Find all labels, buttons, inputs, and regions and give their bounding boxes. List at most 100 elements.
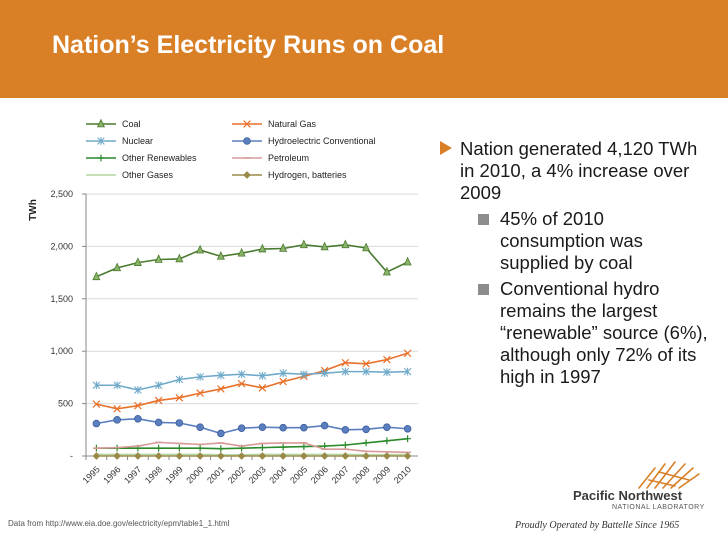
data-point — [196, 452, 204, 460]
x-tick-label: 2006 — [309, 464, 330, 485]
data-point — [237, 370, 246, 379]
series-line — [96, 244, 408, 278]
data-point — [113, 416, 121, 424]
pnnl-logo-icon — [638, 461, 700, 489]
series-line — [96, 352, 408, 410]
data-point — [383, 423, 391, 431]
series-line — [96, 417, 408, 435]
data-point — [383, 355, 391, 364]
legend-label: Other Renewables — [122, 153, 197, 163]
data-point — [320, 421, 329, 430]
data-point — [237, 379, 246, 388]
title-bar: Nation’s Electricity Runs on Coal — [0, 0, 728, 98]
bullet-list: Nation generated 4,120 TWh in 2010, a 4%… — [440, 138, 710, 388]
data-point — [217, 371, 225, 380]
y-tick-label: - — [70, 451, 73, 461]
data-point — [92, 400, 101, 408]
y-tick-label: 500 — [58, 399, 73, 409]
data-point — [403, 424, 412, 433]
data-point — [299, 239, 308, 249]
data-point — [383, 452, 391, 460]
bullet-sub-1: 45% of 2010 consumption was supplied by … — [440, 208, 710, 274]
data-point — [300, 423, 308, 432]
data-point — [258, 371, 267, 380]
data-point — [217, 385, 225, 393]
data-point — [341, 358, 350, 367]
data-point — [403, 367, 412, 376]
data-point — [321, 442, 329, 450]
data-point — [362, 425, 370, 434]
x-tick-label: 1995 — [81, 464, 102, 485]
data-point — [154, 418, 163, 427]
data-point — [403, 349, 412, 358]
series-line — [96, 370, 408, 391]
data-point — [403, 452, 412, 460]
logo-lab: NATIONAL LABORATORY — [612, 504, 705, 511]
bullet-sub-2: Conventional hydro remains the largest “… — [440, 278, 710, 388]
legend-label: Petroleum — [268, 153, 309, 163]
data-point — [92, 271, 101, 281]
data-point — [341, 425, 350, 434]
data-point — [237, 247, 246, 257]
bullet-main: Nation generated 4,120 TWh in 2010, a 4%… — [440, 138, 710, 204]
y-tick-label: 1,500 — [50, 294, 73, 304]
data-point — [175, 375, 184, 384]
pnnl-logo: Pacific Northwest NATIONAL LABORATORY Pr… — [515, 458, 720, 538]
y-axis-label: TWh — [28, 199, 39, 221]
x-tick-label: 2007 — [330, 464, 351, 485]
data-point — [154, 381, 163, 390]
y-tick-label: 2,000 — [50, 241, 73, 251]
data-point — [134, 386, 142, 394]
legend-label: Hydroelectric Conventional — [268, 136, 376, 146]
data-point — [300, 452, 308, 460]
x-tick-label: 1997 — [122, 464, 143, 485]
legend-label: Other Gases — [122, 170, 174, 180]
series-line — [96, 441, 408, 454]
data-point — [279, 452, 287, 460]
data-point — [362, 359, 370, 368]
data-point — [217, 445, 225, 453]
bullet-triangle-icon — [440, 141, 452, 155]
data-point — [341, 367, 350, 376]
data-point — [362, 367, 370, 376]
data-point — [196, 444, 204, 452]
data-point — [258, 444, 266, 452]
x-tick-label: 2002 — [226, 464, 247, 485]
x-tick-label: 1999 — [164, 464, 185, 485]
data-point — [258, 452, 267, 460]
data-point — [300, 370, 308, 379]
data-point — [155, 444, 163, 452]
data-point — [362, 242, 371, 252]
legend-marker — [243, 120, 251, 128]
x-tick-label: 2000 — [184, 464, 205, 485]
data-point — [403, 256, 412, 266]
data-point — [113, 452, 121, 460]
data-point — [175, 253, 184, 263]
data-point — [320, 241, 329, 251]
data-point — [279, 243, 288, 252]
x-tick-label: 2001 — [205, 464, 226, 485]
data-point — [341, 239, 350, 249]
legend-marker — [243, 137, 251, 145]
data-point — [154, 396, 163, 405]
data-point — [154, 452, 163, 460]
data-point — [196, 389, 204, 397]
y-tick-label: 1,000 — [50, 346, 73, 356]
data-point — [279, 369, 287, 378]
legend-label: Coal — [122, 119, 141, 129]
data-point — [217, 452, 225, 460]
bullet-sub-2-text: Conventional hydro remains the largest “… — [500, 278, 708, 387]
data-point — [258, 384, 267, 392]
data-point — [258, 423, 267, 431]
data-point — [217, 429, 225, 438]
data-point — [279, 443, 287, 451]
bullet-main-text: Nation generated 4,120 TWh in 2010, a 4%… — [460, 138, 698, 203]
data-point — [133, 257, 142, 266]
x-tick-label: 2005 — [288, 464, 309, 485]
series-line — [96, 437, 408, 450]
data-point — [404, 435, 412, 443]
data-point — [300, 443, 308, 450]
bullet-square-icon — [478, 284, 489, 295]
data-point — [320, 452, 329, 460]
